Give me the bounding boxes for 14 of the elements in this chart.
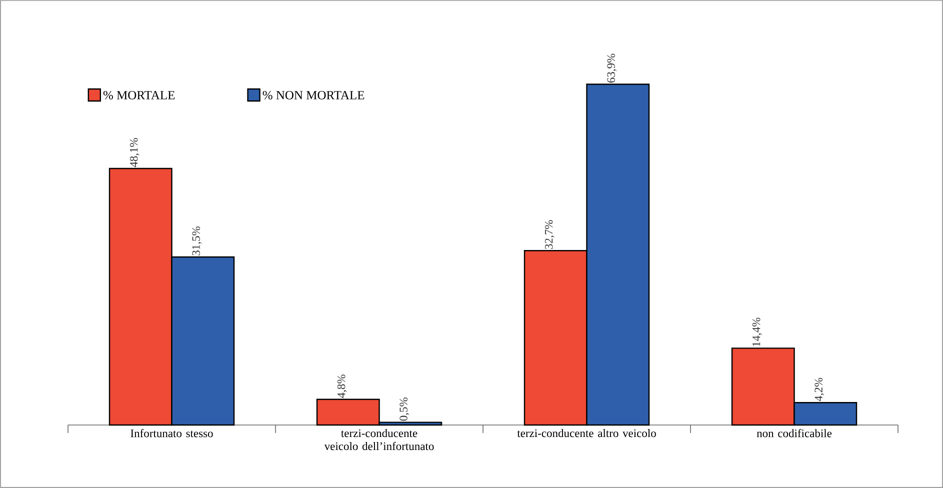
x-tick-label: terzi-conducente altro veicolo <box>517 429 656 438</box>
data-label: 32,7% <box>544 220 554 249</box>
data-label: 4,2% <box>814 378 824 402</box>
data-label: 48,1% <box>130 138 140 168</box>
x-tick-label: Infortunato stesso <box>130 429 213 438</box>
data-label: 0,5% <box>400 398 410 421</box>
data-label: 63,9% <box>607 54 617 83</box>
x-tick-label: non codificabile <box>756 429 832 438</box>
data-label: 31,5% <box>192 226 202 256</box>
data-label: 4,8% <box>337 374 347 398</box>
legend-label: % MORTALE <box>103 90 175 100</box>
legend-label: % NON MORTALE <box>262 90 364 100</box>
x-tick-label: terzi-conducente veicolo dell’infortunato <box>324 429 434 450</box>
data-label: 14,4% <box>752 318 762 346</box>
